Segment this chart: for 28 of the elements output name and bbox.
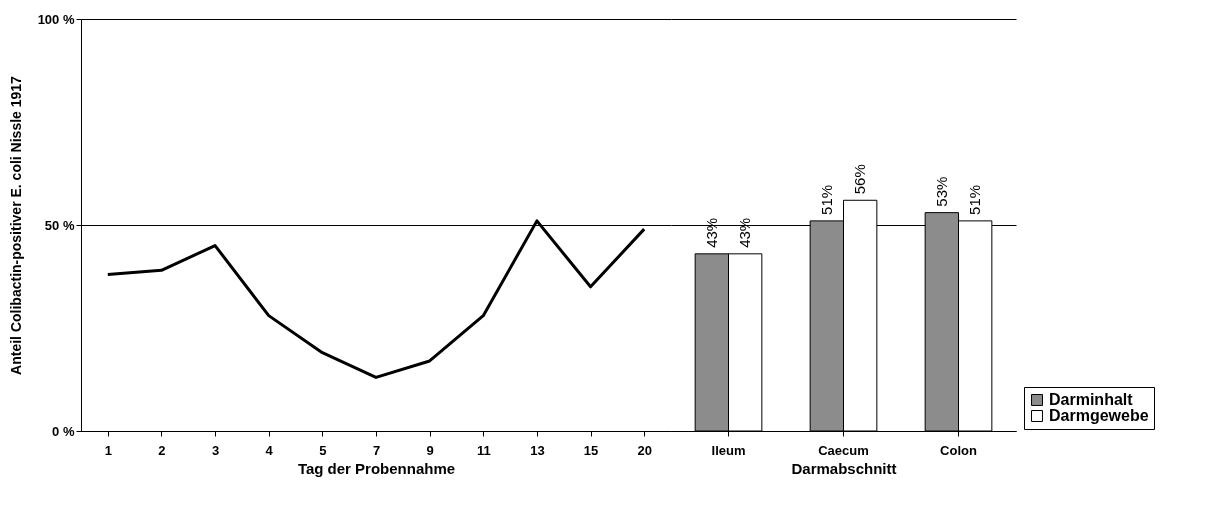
x-tick-label: 5 [319,442,327,458]
x-tick-label: 1 [104,442,112,458]
x-tick-label: 3 [211,442,220,458]
y-tick-label: 0 % [52,423,75,439]
y-axis-title: Anteil Colibactin-positiver E. coli Nissle 1917 [7,75,24,375]
data-label: 43% [702,217,720,248]
x-tick-label: 9 [426,442,434,458]
x-axis-title: Tag der Probennahme [297,459,456,477]
x-tick-label: Colon [940,442,977,458]
x-tick-label: 15 [583,442,599,458]
data-label: 56% [851,164,869,195]
data-label: 53% [932,176,950,207]
x-axis-title: Darmabschnitt [791,459,897,477]
data-label: 51% [966,184,984,215]
x-tick-label: 7 [372,442,381,458]
y-tick-label: 100 % [37,11,75,27]
y-tick-label: 50 % [44,217,75,233]
x-tick-label: 13 [530,442,545,458]
x-tick-label: 11 [476,442,491,458]
legend-label: Darminhalt [1049,391,1134,408]
legend-label: Darmgewebe [1049,407,1149,424]
x-tick-label: 20 [637,442,652,458]
x-tick-label: Caecum [818,442,869,458]
data-label: 43% [736,217,754,248]
x-tick-label: 2 [158,442,166,458]
x-tick-label: 4 [265,442,274,458]
x-tick-label: Ileum [711,442,746,458]
data-label: 51% [817,184,835,215]
